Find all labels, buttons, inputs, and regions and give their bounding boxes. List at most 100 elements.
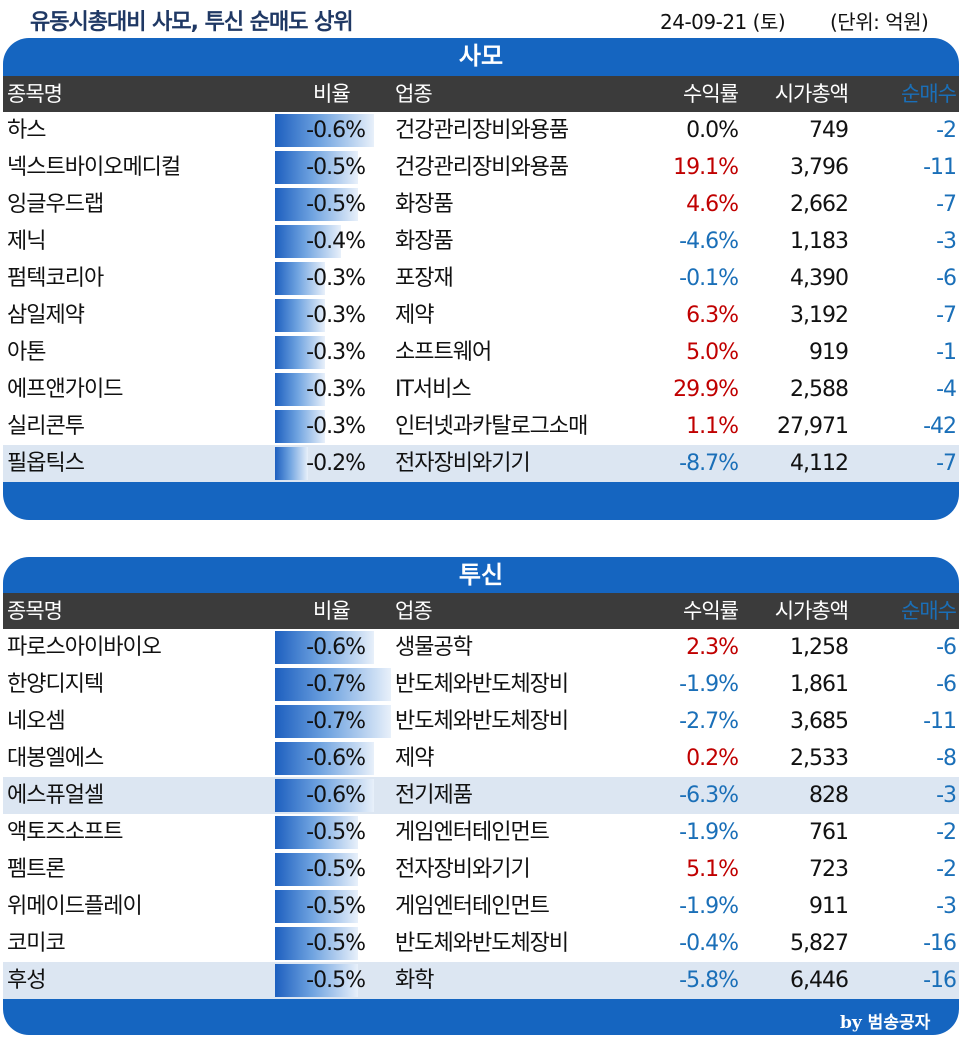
industry: 제약 <box>395 303 434 328</box>
industry: 화장품 <box>395 229 454 254</box>
stock-name: 펨트론 <box>7 857 66 882</box>
column-header-industry: 업종 <box>395 82 433 106</box>
ratio-value: -0.5% <box>306 820 366 845</box>
market-cap: 749 <box>809 118 849 143</box>
industry: 전자장비와기기 <box>395 857 531 882</box>
net-buy: -4 <box>936 377 957 402</box>
ratio-value: -0.5% <box>306 894 366 919</box>
section-table: 종목명 비율 업종 수익률 시가총액 순매수 파로스아이바이오 -0.6% 생물공학 2.3% 1,… <box>3 593 959 999</box>
market-cap: 1,183 <box>790 229 849 254</box>
table-header-row: 종목명 비율 업종 수익률 시가총액 순매수 <box>3 76 959 112</box>
table-row: 코미코 -0.5% 반도체와반도체장비 -0.4% 5,827 -16 <box>3 925 959 962</box>
stock-name: 실리콘투 <box>7 414 85 439</box>
column-header-name: 종목명 <box>7 599 63 623</box>
column-header-net: 순매수 <box>901 599 957 623</box>
column-header-ratio: 비율 <box>313 599 351 623</box>
stock-name: 파로스아이바이오 <box>7 635 162 660</box>
table-row: 삼일제약 -0.3% 제약 6.3% 3,192 -7 <box>3 297 959 334</box>
net-buy: -42 <box>923 414 957 439</box>
return-value: 29.9% <box>673 377 739 402</box>
ratio-bar <box>275 299 325 332</box>
ratio-bar <box>275 151 358 184</box>
market-cap: 761 <box>809 820 849 845</box>
industry: 화학 <box>395 968 434 993</box>
ratio-bar <box>275 668 391 701</box>
ratio-bar <box>275 262 325 295</box>
ratio-bar <box>275 225 341 258</box>
market-cap: 2,588 <box>790 377 849 402</box>
return-value: 5.0% <box>686 340 739 365</box>
table-row: 필옵틱스 -0.2% 전자장비와기기 -8.7% 4,112 -7 <box>3 445 959 482</box>
ratio-value: -0.3% <box>306 340 366 365</box>
net-buy: -16 <box>923 968 957 993</box>
market-cap: 2,662 <box>790 192 849 217</box>
return-value: 0.2% <box>686 746 739 771</box>
stock-name: 펌텍코리아 <box>7 266 104 291</box>
ratio-bar <box>275 336 325 369</box>
industry: 생물공학 <box>395 635 473 660</box>
table-row: 아톤 -0.3% 소프트웨어 5.0% 919 -1 <box>3 334 959 371</box>
stock-name: 에프앤가이드 <box>7 377 123 402</box>
net-buy: -6 <box>936 635 957 660</box>
column-header-ret: 수익률 <box>683 82 739 106</box>
net-buy: -11 <box>923 709 957 734</box>
ratio-value: -0.5% <box>306 155 366 180</box>
ratio-bar <box>275 742 374 775</box>
return-value: 19.1% <box>673 155 739 180</box>
table-row: 잉글우드랩 -0.5% 화장품 4.6% 2,662 -7 <box>3 186 959 223</box>
return-value: 2.3% <box>686 635 739 660</box>
stock-name: 네오셈 <box>7 709 66 734</box>
ratio-value: -0.6% <box>306 746 366 771</box>
market-cap: 1,861 <box>790 672 849 697</box>
ratio-value: -0.2% <box>306 451 366 476</box>
table-row: 에프앤가이드 -0.3% IT서비스 29.9% 2,588 -4 <box>3 371 959 408</box>
return-value: 6.3% <box>686 303 739 328</box>
table-row: 후성 -0.5% 화학 -5.8% 6,446 -16 <box>3 962 959 999</box>
table-row: 위메이드플레이 -0.5% 게임엔터테인먼트 -1.9% 911 -3 <box>3 888 959 925</box>
ratio-bar <box>275 927 358 960</box>
return-value: -1.9% <box>679 820 739 845</box>
ratio-value: -0.6% <box>306 783 366 808</box>
ratio-value: -0.3% <box>306 266 366 291</box>
industry: 화장품 <box>395 192 454 217</box>
column-header-ret: 수익률 <box>683 599 739 623</box>
stock-name: 하스 <box>7 118 46 143</box>
ratio-value: -0.3% <box>306 377 366 402</box>
stock-name: 제닉 <box>7 229 46 254</box>
ratio-bar <box>275 410 325 443</box>
top-bar: 유동시총대비 사모, 투신 순매도 상위 24-09-21 (토) (단위: 억… <box>0 0 962 36</box>
net-buy: -7 <box>936 451 957 476</box>
section-panel-0: 사모 종목명 비율 업종 수익률 시가총액 순매수 하스 -0.6% 건강관리장비와용품 0.0% 7… <box>3 38 959 520</box>
ratio-value: -0.5% <box>306 192 366 217</box>
ratio-bar <box>275 114 374 147</box>
industry: IT서비스 <box>395 377 472 402</box>
market-cap: 3,796 <box>790 155 849 180</box>
industry: 건강관리장비와용품 <box>395 155 569 180</box>
ratio-bar <box>275 964 358 997</box>
page-title: 유동시총대비 사모, 투신 순매도 상위 <box>30 10 354 35</box>
table-row: 한양디지텍 -0.7% 반도체와반도체장비 -1.9% 1,861 -6 <box>3 666 959 703</box>
return-value: -1.9% <box>679 894 739 919</box>
table-row: 에스퓨얼셀 -0.6% 전기제품 -6.3% 828 -3 <box>3 777 959 814</box>
industry: 반도체와반도체장비 <box>395 931 569 956</box>
market-cap: 919 <box>809 340 849 365</box>
column-header-net: 순매수 <box>901 82 957 106</box>
net-buy: -2 <box>936 820 957 845</box>
section-title: 투신 <box>458 561 504 589</box>
column-header-cap: 시가총액 <box>774 82 849 106</box>
stock-name: 아톤 <box>7 340 46 365</box>
market-cap: 911 <box>809 894 849 919</box>
industry: 게임엔터테인먼트 <box>395 894 550 919</box>
ratio-bar <box>275 779 374 812</box>
return-value: 5.1% <box>686 857 739 882</box>
net-buy: -11 <box>923 155 957 180</box>
industry: 소프트웨어 <box>395 340 492 365</box>
report-date: 24-09-21 (토) <box>660 10 786 34</box>
return-value: -4.6% <box>679 229 739 254</box>
column-header-ratio: 비율 <box>313 82 351 106</box>
return-value: -2.7% <box>679 709 739 734</box>
return-value: 4.6% <box>686 192 739 217</box>
industry: 전자장비와기기 <box>395 451 531 476</box>
stock-name: 액토즈소프트 <box>7 820 123 845</box>
return-value: -8.7% <box>679 451 739 476</box>
